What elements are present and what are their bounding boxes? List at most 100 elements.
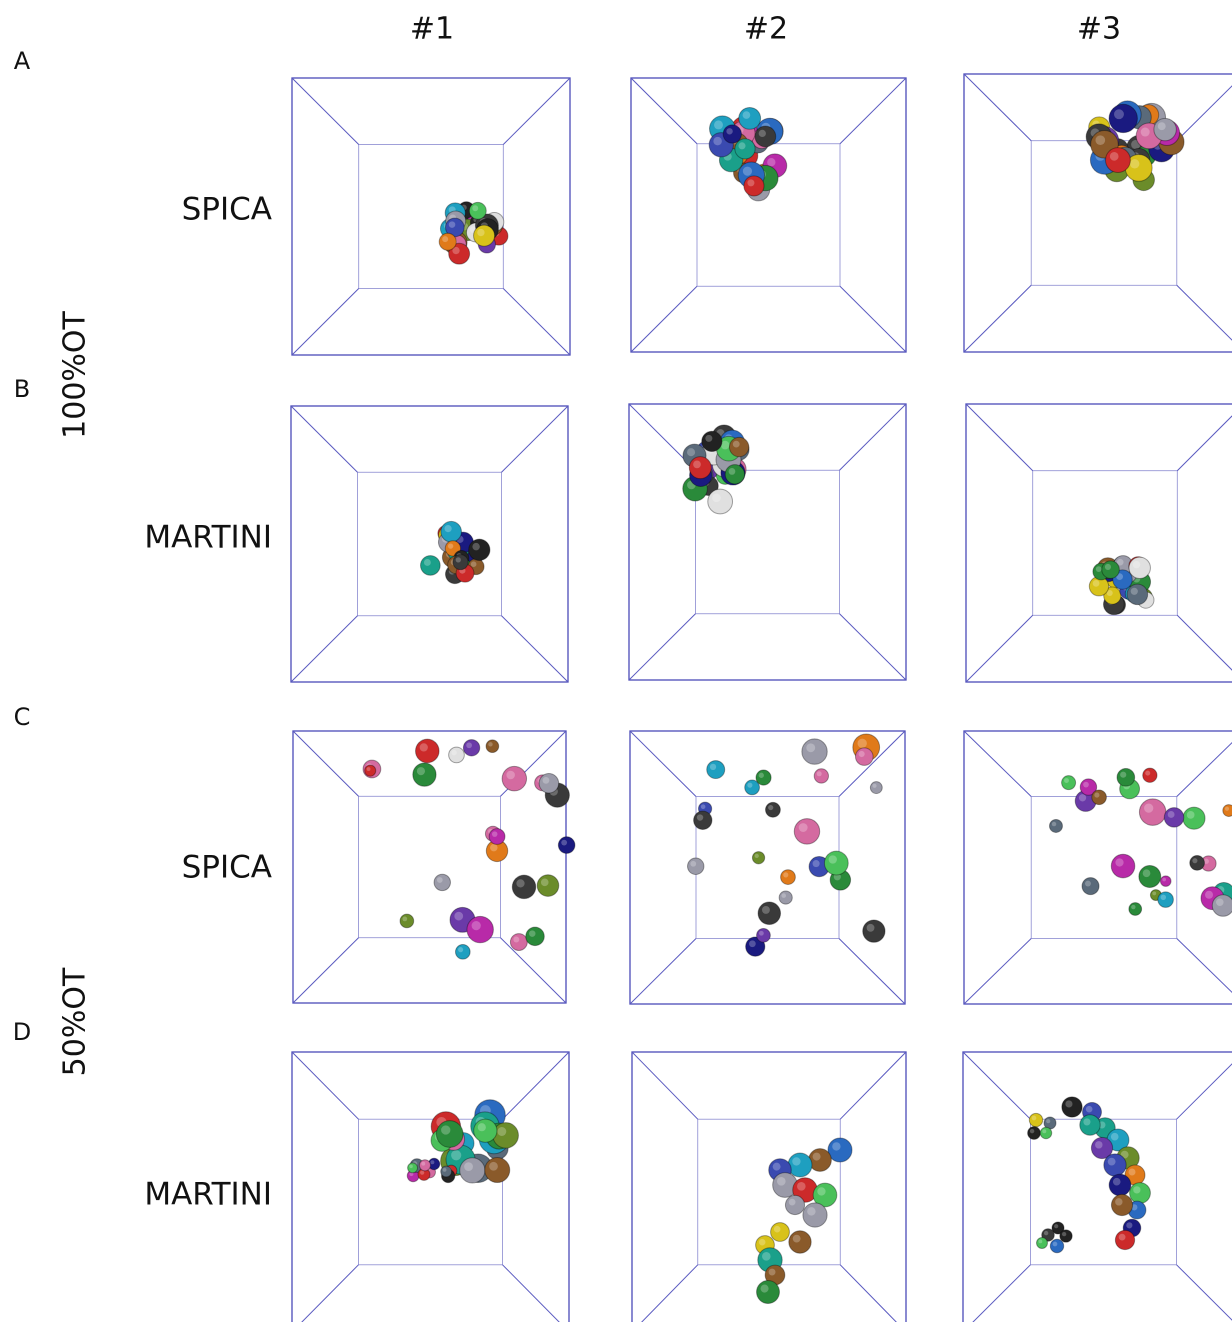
molecule	[419, 1160, 430, 1171]
cluster	[439, 202, 508, 264]
cluster	[1082, 878, 1099, 895]
molecule	[1129, 903, 1142, 916]
molecule-highlight	[424, 559, 431, 566]
molecule-highlight	[478, 1123, 486, 1131]
molecule	[779, 891, 792, 904]
molecule-highlight	[733, 441, 740, 448]
molecule-highlight	[690, 861, 696, 867]
molecule-highlight	[697, 814, 703, 820]
box-edge	[293, 731, 359, 796]
cluster	[1164, 808, 1184, 828]
box-edge	[1177, 938, 1232, 1004]
molecule	[863, 920, 885, 942]
molecule-highlight	[516, 879, 524, 887]
molecule-highlight	[1108, 1158, 1116, 1166]
cluster	[757, 928, 771, 942]
cluster	[416, 739, 440, 763]
column-header: #3	[1077, 12, 1121, 47]
box-edge	[503, 1052, 569, 1119]
cluster	[688, 858, 704, 874]
row-letter: D	[13, 1018, 31, 1046]
molecule-highlight	[832, 1142, 840, 1150]
molecule	[723, 125, 741, 143]
molecule-highlight	[437, 877, 443, 883]
box-edge	[839, 938, 905, 1004]
molecule-highlight	[768, 805, 773, 810]
molecule-highlight	[747, 179, 754, 186]
molecule	[1212, 895, 1232, 917]
box-edge	[1177, 1265, 1232, 1322]
molecule-highlight	[409, 1165, 412, 1168]
molecule-highlight	[829, 855, 837, 863]
molecule	[1106, 148, 1131, 173]
sim-box	[964, 74, 1232, 352]
box-edge	[630, 938, 696, 1004]
molecule-highlight	[793, 1235, 801, 1243]
box-edge	[1177, 404, 1232, 471]
box-edge	[502, 406, 568, 472]
molecule-highlight	[489, 1162, 498, 1171]
cluster	[463, 740, 479, 756]
cluster	[1160, 876, 1171, 887]
molecule-highlight	[806, 743, 815, 752]
molecule	[400, 914, 414, 928]
cluster	[1190, 856, 1205, 871]
molecule	[489, 829, 505, 845]
group-label: 100%OT	[58, 310, 93, 438]
molecule	[510, 934, 527, 951]
cluster	[758, 902, 780, 924]
molecule-highlight	[799, 823, 808, 832]
molecule-highlight	[1162, 878, 1166, 882]
molecule-highlight	[513, 937, 519, 943]
sim-box	[629, 404, 906, 680]
row-letter: B	[14, 375, 30, 403]
molecule-highlight	[1038, 1239, 1042, 1243]
molecule	[708, 489, 733, 514]
molecule	[1129, 557, 1150, 578]
cluster	[537, 875, 559, 897]
molecule-highlight	[492, 831, 498, 837]
cluster	[510, 934, 527, 951]
molecule-highlight	[449, 221, 456, 228]
molecule-highlight	[1111, 1133, 1119, 1141]
molecule-highlight	[726, 128, 732, 134]
molecule-highlight	[705, 435, 712, 442]
cluster	[1183, 807, 1205, 829]
box-edge	[1177, 615, 1232, 682]
molecule	[766, 802, 781, 817]
box-edge	[503, 1265, 569, 1322]
molecule-highlight	[1030, 1129, 1034, 1133]
molecule	[756, 770, 771, 785]
molecule	[1028, 1127, 1041, 1140]
box-edge	[966, 404, 1033, 471]
molecule	[502, 766, 526, 790]
molecule	[689, 457, 711, 479]
box-edge	[964, 731, 1031, 797]
molecule	[456, 945, 471, 960]
molecule-highlight	[781, 893, 786, 898]
box-edge	[964, 285, 1031, 352]
molecule-highlight	[451, 750, 456, 755]
molecule-highlight	[872, 784, 876, 788]
cluster	[1089, 556, 1154, 615]
box-edge	[629, 614, 695, 680]
molecule	[1029, 1113, 1042, 1126]
molecule-highlight	[774, 1226, 781, 1233]
molecule	[1060, 1230, 1072, 1242]
molecule-highlight	[1120, 772, 1126, 778]
molecule	[1139, 799, 1166, 826]
molecule-highlight	[1044, 1231, 1048, 1235]
molecule	[1104, 1154, 1126, 1176]
molecule-highlight	[472, 543, 479, 550]
molecule	[526, 927, 545, 946]
molecule	[1102, 561, 1120, 579]
molecule	[1154, 118, 1176, 140]
molecule-highlight	[807, 1207, 815, 1215]
molecule-highlight	[451, 1150, 461, 1160]
molecule-highlight	[1133, 1186, 1140, 1193]
molecule-highlight	[1130, 159, 1139, 168]
molecule-highlight	[421, 1162, 425, 1166]
molecule	[467, 916, 493, 942]
molecule	[512, 875, 535, 898]
molecule-highlight	[797, 1182, 806, 1191]
